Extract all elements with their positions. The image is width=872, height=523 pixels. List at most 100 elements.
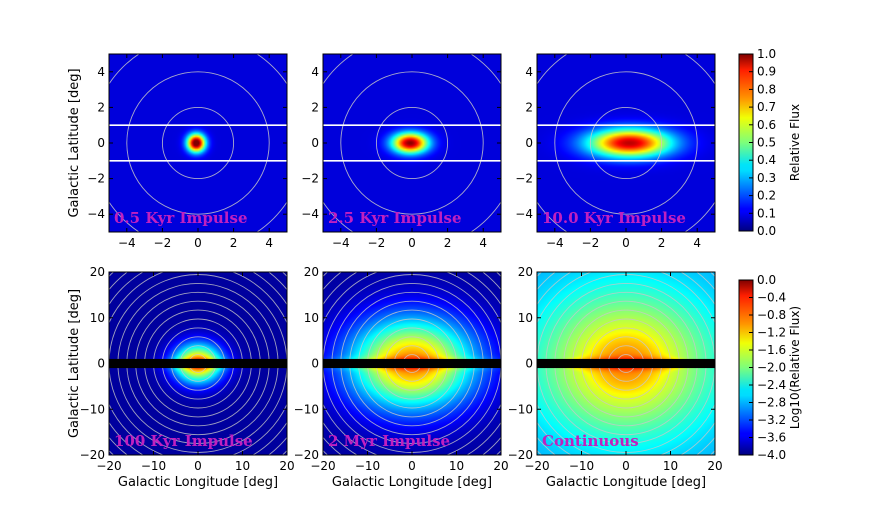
overlay-group (537, 54, 715, 232)
grid-circle (340, 71, 484, 215)
x-tick-label: 2 (444, 236, 452, 250)
colorbar-tick-label: 0.3 (757, 171, 776, 185)
x-axis-label: Galactic Longitude [deg] (546, 475, 706, 490)
x-tick-label: 20 (707, 459, 722, 473)
colorbar-tick-label: 0.7 (757, 100, 776, 114)
colorbar-tick-label: 0.5 (757, 136, 776, 150)
grid-circle (375, 106, 449, 180)
grid-circle (589, 106, 663, 180)
y-tick-label: 20 (518, 265, 533, 279)
masked-band (109, 358, 287, 369)
colorbar-tick-label: −0.4 (757, 291, 786, 305)
x-tick-label: −20 (310, 459, 335, 473)
panel-tag: 2.5 Kyr Impulse (328, 209, 462, 227)
y-tick-label: −2 (87, 172, 105, 186)
x-tick-label: −20 (524, 459, 549, 473)
colorbar-tick-label: −3.6 (757, 431, 786, 445)
y-tick-label: 10 (90, 311, 105, 325)
y-tick-label: 10 (304, 311, 319, 325)
grid-circle (161, 106, 235, 180)
y-axis-label: Galactic Latitude [deg] (67, 68, 82, 217)
x-axis-label: Galactic Longitude [deg] (118, 475, 278, 490)
x-tick-label: 4 (479, 236, 487, 250)
y-tick-label: −2 (515, 172, 533, 186)
panel-tag: 0.5 Kyr Impulse (114, 209, 248, 227)
y-tick-label: 4 (97, 65, 105, 79)
colorbar-tick-label: −1.6 (757, 343, 786, 357)
colorbar-tick-label: 0.9 (757, 65, 776, 79)
x-tick-label: 10 (235, 459, 250, 473)
x-tick-label: 4 (265, 236, 273, 250)
panel-top-left: −4 −2 0 2 4 4 2 0 −2 −4 0.5 Kyr Impulse Galactic La… (67, 53, 288, 250)
x-tick-label: −4 (546, 236, 564, 250)
y-tick-label: −2 (301, 172, 319, 186)
colorbar-tick-label: −2.0 (757, 361, 786, 375)
panel-tag: Continuous (542, 432, 639, 450)
y-tick-label: 0 (525, 357, 533, 371)
x-tick-label: 0 (194, 459, 202, 473)
x-tick-label: −10 (569, 459, 594, 473)
y-tick-label: −20 (508, 448, 533, 462)
y-tick-label: 10 (518, 311, 533, 325)
y-tick-label: 4 (311, 65, 319, 79)
x-tick-label: −4 (118, 236, 136, 250)
masked-band (323, 358, 501, 369)
x-tick-label: 10 (663, 459, 678, 473)
colorbar-tick-label: −2.4 (757, 378, 786, 392)
y-tick-label: −20 (80, 448, 105, 462)
colorbar-tick-label: 1.0 (757, 47, 776, 61)
panel-bottom-right: −20 −10 0 10 20 20 10 0 −10 −20 Continuous Galactic… (508, 265, 723, 490)
panel-top-right: −4 −2 0 2 4 4 2 0 −2 −4 10.0 Kyr Impulse (515, 53, 716, 250)
y-tick-label: 0 (311, 136, 319, 150)
y-tick-label: 0 (97, 136, 105, 150)
y-tick-label: −10 (80, 402, 105, 416)
y-tick-label: 2 (525, 100, 533, 114)
panel-tag: 10.0 Kyr Impulse (542, 209, 686, 227)
colorbar-label: Log10(Relative Flux) (788, 306, 802, 429)
colorbar-tick-label: 0.4 (757, 153, 776, 167)
panel-tag: 100 Kyr Impulse (114, 432, 253, 450)
colorbar-tick-label: −1.2 (757, 326, 786, 340)
panel-top-middle: −4 −2 0 2 4 4 2 0 −2 −4 2.5 Kyr Impulse (301, 53, 502, 250)
x-tick-label: −4 (332, 236, 350, 250)
y-tick-label: 0 (525, 136, 533, 150)
x-tick-label: 0 (622, 236, 630, 250)
colorbar-log: 0.0 −0.4 −0.8 −1.2 −1.6 −2.0 −2.4 −2.8 −3.2 −3.6 −… (738, 273, 802, 462)
y-tick-label: −4 (515, 207, 533, 221)
panel-bottom-middle: −20 −10 0 10 20 20 10 0 −10 −20 2 Myr Impulse Galac… (294, 265, 509, 490)
x-tick-label: −10 (141, 459, 166, 473)
y-tick-label: −4 (87, 207, 105, 221)
x-tick-label: 0 (194, 236, 202, 250)
colorbar-label: Relative Flux (788, 104, 802, 181)
overlay-group (109, 54, 287, 232)
colorbar-tick-label: 0.0 (757, 224, 776, 238)
grid-circle (554, 71, 698, 215)
colorbar-tick-label: 0.2 (757, 189, 776, 203)
colorbar-tick-label: −2.8 (757, 396, 786, 410)
x-tick-label: −2 (368, 236, 386, 250)
y-tick-label: 20 (304, 265, 319, 279)
x-tick-label: 10 (449, 459, 464, 473)
panel-tag: 2 Myr Impulse (328, 432, 450, 450)
colorbars-group: 1.0 0.9 0.8 0.7 0.6 0.5 0.4 0.3 0.2 0.1 0.0 Relativ… (738, 47, 802, 462)
colorbar-tick-label: 0.1 (757, 206, 776, 220)
x-tick-label: 2 (658, 236, 666, 250)
x-tick-label: −2 (582, 236, 600, 250)
y-tick-label: 2 (311, 100, 319, 114)
heatmap-image (109, 54, 287, 232)
x-tick-label: 2 (230, 236, 238, 250)
heatmap-image (323, 54, 501, 232)
x-tick-label: −2 (154, 236, 172, 250)
y-tick-label: 2 (97, 100, 105, 114)
y-axis-label: Galactic Latitude [deg] (67, 289, 82, 438)
y-tick-label: −20 (294, 448, 319, 462)
y-tick-label: 0 (311, 357, 319, 371)
colorbar-tick-label: 0.8 (757, 82, 776, 96)
x-tick-label: 0 (408, 459, 416, 473)
x-tick-label: 20 (279, 459, 294, 473)
x-axis-label: Galactic Longitude [deg] (332, 475, 492, 490)
x-tick-label: −10 (355, 459, 380, 473)
y-tick-label: 4 (525, 65, 533, 79)
